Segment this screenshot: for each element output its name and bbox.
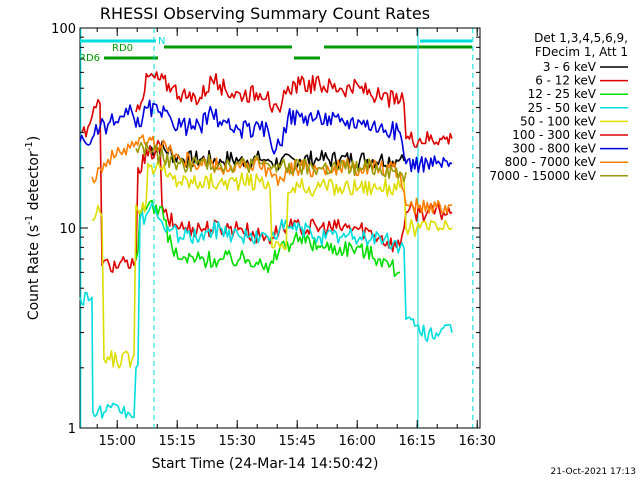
y-tick-label: 100: [51, 22, 76, 37]
legend-header-line-1: Det 1,3,4,5,6,9,: [534, 31, 628, 45]
series-line: [135, 141, 407, 182]
series-lines: [79, 71, 453, 419]
series-line: [79, 99, 453, 174]
legend-entry-label: 7000 - 15000 keV: [489, 169, 596, 183]
x-axis-label: Start Time (24-Mar-14 14:50:42): [152, 456, 379, 472]
series-line: [135, 71, 453, 148]
x-tick-label: 15:45: [278, 434, 315, 449]
legend-entry-label: 12 - 25 keV: [528, 87, 597, 101]
legend-entry-label: 100 - 300 keV: [512, 128, 596, 142]
series-line: [135, 199, 401, 278]
legend-entry-label: 800 - 7000 keV: [505, 155, 597, 169]
x-tick-label: 16:30: [458, 434, 495, 449]
flag-label-rd0: RD0: [112, 43, 133, 54]
x-tick-label: 15:00: [98, 434, 135, 449]
legend-entry-label: 6 - 12 keV: [535, 74, 597, 88]
legend-entry-label: 3 - 6 keV: [543, 60, 597, 74]
x-tick-label: 16:15: [398, 434, 435, 449]
flag-label-n: N: [158, 36, 165, 47]
chart-title: RHESSI Observing Summary Count Rates: [100, 4, 430, 23]
y-tick-label: 10: [59, 222, 76, 237]
y-axis-label: Count Rate (s-1 detector-1): [24, 136, 42, 320]
series-line: [147, 140, 407, 171]
legend-entry-label: 300 - 800 keV: [512, 142, 596, 156]
legend-entry-label: 50 - 100 keV: [520, 114, 597, 128]
x-tick-label: 15:30: [218, 434, 255, 449]
legend: Det 1,3,4,5,6,9, FDecim 1, Att 1 3 - 6 k…: [489, 31, 628, 183]
x-tick-label: 15:15: [158, 434, 195, 449]
x-tick-label: 16:00: [338, 434, 375, 449]
legend-entry-label: 25 - 50 keV: [528, 101, 597, 115]
footer-timestamp: 21-Oct-2021 17:13: [551, 467, 636, 477]
flag-label-rd6: RD6: [79, 53, 100, 64]
series-line: [91, 160, 453, 369]
legend-header-line-2: FDecim 1, Att 1: [535, 45, 628, 59]
y-tick-label: 1: [68, 422, 76, 437]
axis-ticks: 100 10 1 15:00 15:15 15:30 15:45 16:00 16:15 16:3…: [51, 22, 496, 449]
flag-bars: N RD0 RD6: [79, 36, 472, 64]
